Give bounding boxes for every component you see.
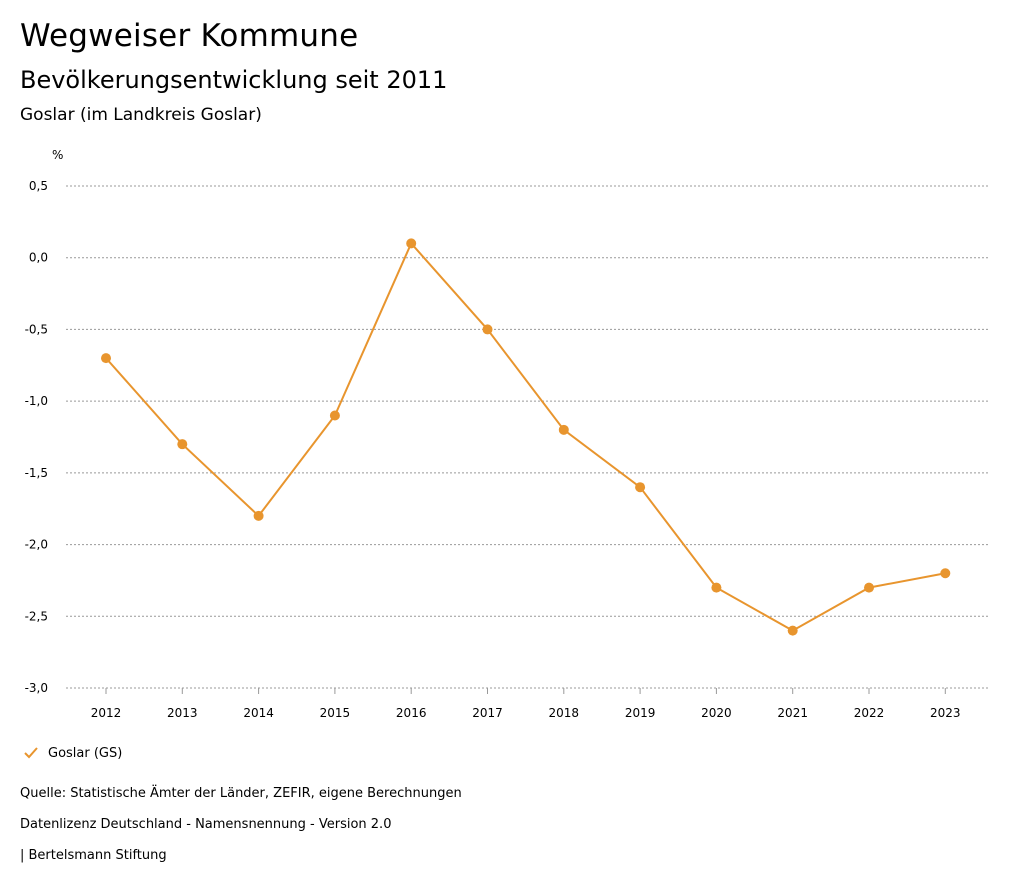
y-unit-label: % <box>52 148 63 162</box>
license-note: Datenlizenz Deutschland - Namensnennung … <box>20 817 392 832</box>
data-point <box>101 353 111 364</box>
series-line <box>105 241 946 632</box>
page-title: Wegweiser Kommune <box>20 18 359 54</box>
x-tick-label: 2016 <box>396 706 427 720</box>
x-tick-label: 2012 <box>91 706 122 720</box>
data-point <box>253 510 264 521</box>
check-icon <box>24 747 38 759</box>
y-tick-label: -1,5 <box>25 466 48 480</box>
x-tick-label: 2017 <box>472 706 503 720</box>
x-tick-label: 2014 <box>243 706 274 720</box>
legend[interactable]: Goslar (GS) <box>22 744 122 762</box>
data-point <box>787 625 798 636</box>
y-tick-label: -0,5 <box>25 322 48 336</box>
y-tick-label: -2,0 <box>25 538 48 552</box>
x-tick-label: 2020 <box>701 706 732 720</box>
data-point <box>558 424 569 435</box>
data-point <box>177 439 188 450</box>
chart-subtitle: Bevölkerungsentwicklung seit 2011 <box>20 66 448 94</box>
x-tick-label: 2015 <box>320 706 351 720</box>
y-tick-label: 0,5 <box>29 179 48 193</box>
data-point <box>482 324 493 335</box>
y-tick-label: 0,0 <box>29 251 48 265</box>
x-tick-label: 2018 <box>549 706 580 720</box>
y-tick-label: -3,0 <box>25 681 48 695</box>
x-tick-label: 2013 <box>167 706 198 720</box>
legend-label: Goslar (GS) <box>48 745 123 761</box>
data-point <box>635 482 646 493</box>
y-tick-label: -1,0 <box>25 394 48 408</box>
data-point <box>329 410 340 421</box>
data-point <box>940 568 951 579</box>
line-chart: % 0,5 0,0 -0,5 -1,0 -1,5 -2,0 -2,5 -3,0 2012 2013 2… <box>25 148 990 720</box>
data-point <box>406 238 417 249</box>
x-tick-label: 2022 <box>854 706 885 720</box>
source-note: Quelle: Statistische Ämter der Länder, Z… <box>20 786 462 801</box>
x-tick-label: 2023 <box>930 706 961 720</box>
data-point <box>711 582 722 593</box>
publisher-note: | Bertelsmann Stiftung <box>20 848 167 863</box>
x-tick-label: 2021 <box>777 706 808 720</box>
x-tick-label: 2019 <box>625 706 656 720</box>
region-label: Goslar (im Landkreis Goslar) <box>20 105 262 125</box>
data-point <box>864 582 874 593</box>
y-tick-label: -2,5 <box>25 609 48 623</box>
